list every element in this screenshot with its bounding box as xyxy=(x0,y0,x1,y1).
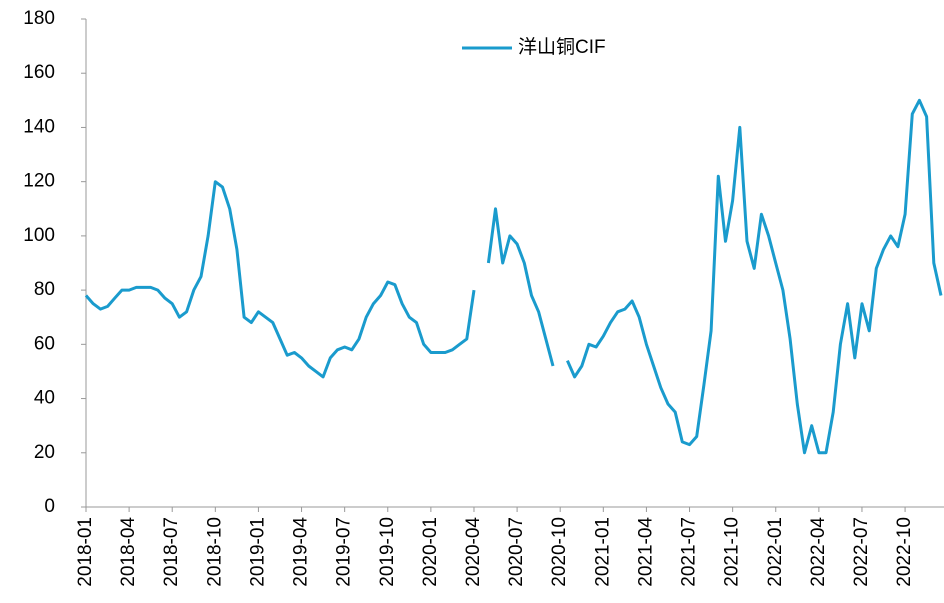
x-tick-label: 2020-01 xyxy=(420,517,441,587)
x-tick-label: 2022-04 xyxy=(808,517,829,587)
x-tick-label: 2019-04 xyxy=(291,517,312,587)
series-line xyxy=(84,98,943,455)
y-tick-label: 160 xyxy=(23,62,55,83)
x-tick-label: 2021-07 xyxy=(679,517,700,587)
y-tick-label: 60 xyxy=(34,333,55,354)
x-tick-label: 2021-10 xyxy=(722,517,743,587)
x-tick-label: 2018-07 xyxy=(161,517,182,587)
y-tick-label: 20 xyxy=(34,442,55,463)
legend-label: 洋山铜CIF xyxy=(518,36,606,58)
y-tick-label: 0 xyxy=(44,496,55,517)
y-tick-label: 80 xyxy=(34,279,55,300)
x-tick-label: 2020-07 xyxy=(506,517,527,587)
x-tick-label: 2020-04 xyxy=(463,517,484,587)
x-tick-label: 2018-04 xyxy=(118,517,139,587)
y-tick-label: 100 xyxy=(23,225,55,246)
x-tick-label: 2022-07 xyxy=(851,517,872,587)
x-tick-label: 2022-10 xyxy=(894,517,915,587)
x-tick-label: 2019-10 xyxy=(377,517,398,587)
y-tick-label: 140 xyxy=(23,116,55,137)
x-tick-label: 2019-01 xyxy=(247,517,268,587)
y-tick-label: 40 xyxy=(34,388,55,409)
x-tick-label: 2018-01 xyxy=(75,517,96,587)
x-tick-label: 2022-01 xyxy=(765,517,786,587)
x-tick-label: 2019-07 xyxy=(334,517,355,587)
x-tick-label: 2021-04 xyxy=(635,517,656,587)
x-tick-label: 2018-10 xyxy=(204,517,225,587)
y-tick-label: 120 xyxy=(23,171,55,192)
x-tick-label: 2020-10 xyxy=(549,517,570,587)
x-tick-label: 2021-01 xyxy=(592,517,613,587)
y-tick-label: 180 xyxy=(23,8,55,29)
